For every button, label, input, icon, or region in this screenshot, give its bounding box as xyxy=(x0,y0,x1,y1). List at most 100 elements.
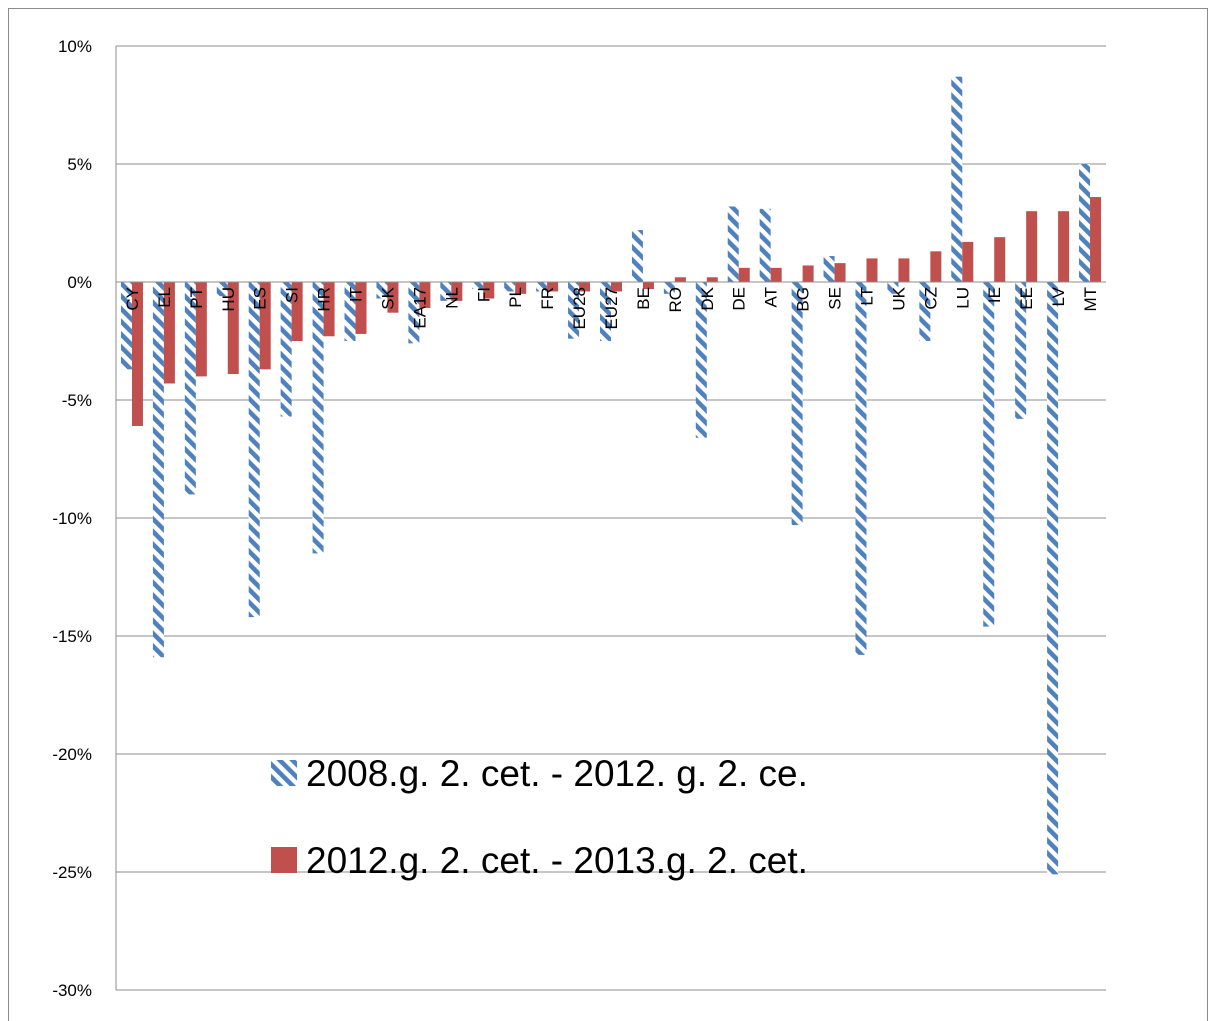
category-label: MT xyxy=(1081,287,1100,312)
bar-series-1 xyxy=(504,282,516,292)
category-label: BG xyxy=(794,287,813,312)
bar-series-2 xyxy=(579,282,591,292)
bar-series-2 xyxy=(738,267,750,282)
bar-series-1 xyxy=(759,208,771,282)
bar-series-1 xyxy=(248,282,260,618)
category-label: EU28 xyxy=(570,287,589,330)
chart-frame xyxy=(8,8,1208,1021)
category-label: RO xyxy=(666,287,685,313)
category-label: CZ xyxy=(921,287,940,310)
bar-series-2 xyxy=(930,251,942,282)
bar-series-2 xyxy=(451,282,463,301)
bar-series-2 xyxy=(898,258,910,282)
y-tick-label: -10% xyxy=(52,509,92,528)
bar-series-1 xyxy=(823,256,835,282)
bar-series-1 xyxy=(1015,282,1027,419)
bar-series-1 xyxy=(280,282,292,417)
bar-series-2 xyxy=(419,282,431,308)
category-label: SE xyxy=(826,287,845,310)
category-label: BE xyxy=(634,287,653,310)
category-label: IE xyxy=(985,287,1004,303)
y-tick-label: -5% xyxy=(62,391,92,410)
category-label: ES xyxy=(251,287,270,310)
category-label: UK xyxy=(889,286,908,310)
bar-series-1 xyxy=(791,282,803,526)
bar-series-2 xyxy=(1026,211,1038,282)
category-label: CY xyxy=(123,287,142,311)
bar-series-2 xyxy=(962,241,974,282)
bar-series-2 xyxy=(834,263,846,282)
bar-series-1 xyxy=(1079,164,1091,282)
bar-series-2 xyxy=(547,282,559,292)
axes xyxy=(115,46,1106,990)
bar-series-1 xyxy=(919,282,931,341)
bar-series-2 xyxy=(1058,211,1070,282)
bar-series-1 xyxy=(312,282,324,554)
bar-series-2 xyxy=(483,282,495,299)
bar-series-1 xyxy=(472,282,484,290)
y-tick-label: -15% xyxy=(52,627,92,646)
y-tick-label: 5% xyxy=(67,155,92,174)
legend: 2008.g. 2. cet. - 2012. g. 2. ce. 2012.g… xyxy=(271,753,808,881)
bar-series-2 xyxy=(611,282,622,292)
y-tick-label: -25% xyxy=(52,863,92,882)
bar-series-1 xyxy=(695,282,707,438)
bar-series-2 xyxy=(323,282,335,337)
category-label: HU xyxy=(219,287,238,312)
category-label: SK xyxy=(378,286,397,309)
category-labels: CY EL PT HU ES SI HR IT SK EA17 NL FI PL FR EU28 EU27 BE… xyxy=(123,286,1100,329)
category-label: EU27 xyxy=(602,287,621,330)
category-label: LU xyxy=(953,287,972,309)
category-label: IT xyxy=(347,287,366,302)
bar-series-1 xyxy=(600,282,611,341)
legend-swatch-series-2 xyxy=(271,847,297,873)
bar-series-1 xyxy=(376,282,388,299)
bar-series-2 xyxy=(259,282,271,370)
legend-label-series-2: 2012.g. 2. cet. - 2013.g. 2. cet. xyxy=(306,840,808,881)
category-label: HR xyxy=(315,287,334,312)
legend-label-series-1: 2008.g. 2. cet. - 2012. g. 2. ce. xyxy=(306,753,808,794)
bar-series-1 xyxy=(983,282,995,627)
bar-series-2 xyxy=(770,267,782,282)
bar-series-1 xyxy=(727,206,739,282)
category-label: LV xyxy=(1049,286,1068,306)
bar-series-1 xyxy=(855,282,867,655)
y-tick-label: -20% xyxy=(52,745,92,764)
category-label: EE xyxy=(1017,287,1036,310)
bar-series-2 xyxy=(642,282,654,290)
bar-series-2 xyxy=(515,282,527,294)
bar-series-1 xyxy=(184,282,196,495)
bar-series-1 xyxy=(887,282,899,294)
bar-series-2 xyxy=(355,282,367,334)
category-label: FI xyxy=(474,287,493,302)
bar-series-2 xyxy=(387,282,399,313)
bar-series-2 xyxy=(163,282,175,384)
category-label: EL xyxy=(155,287,174,308)
category-label: NL xyxy=(442,287,461,309)
y-tick-label: 10% xyxy=(58,37,92,56)
series-2012-2013-bars xyxy=(131,197,1102,426)
category-label: FR xyxy=(538,287,557,310)
bar-series-1 xyxy=(663,282,675,294)
bar-series-1 xyxy=(344,282,356,341)
bar-series-1 xyxy=(152,282,164,658)
bar-series-1 xyxy=(631,230,643,282)
y-tick-label: 0% xyxy=(67,273,92,292)
category-label: EA17 xyxy=(410,287,429,329)
category-label: AT xyxy=(762,287,781,307)
bar-series-2 xyxy=(227,282,239,375)
category-label: LT xyxy=(857,287,876,306)
y-tick-labels: 10% 5% 0% -5% -10% -15% -20% -25% -30% xyxy=(52,37,92,1000)
bar-series-1 xyxy=(568,282,580,339)
bar-series-1 xyxy=(440,282,452,301)
bar-series-1 xyxy=(1047,282,1059,875)
bar-series-2 xyxy=(195,282,207,377)
category-label: PT xyxy=(187,287,206,309)
bar-series-2 xyxy=(674,277,686,282)
legend-swatch-series-1 xyxy=(271,760,297,786)
category-label: DK xyxy=(698,286,717,310)
y-tick-label: -30% xyxy=(52,981,92,1000)
bar-series-2 xyxy=(1090,197,1102,282)
bar-series-2 xyxy=(994,237,1006,282)
